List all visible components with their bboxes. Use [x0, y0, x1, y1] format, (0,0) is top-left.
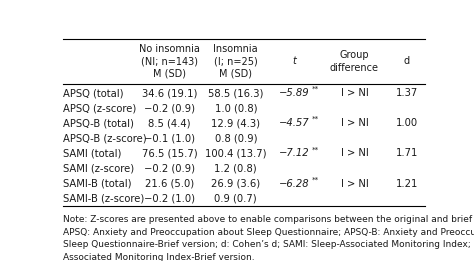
Text: Sleep Questionnaire-Brief version; d: Cohen’s d; SAMI: Sleep-Associated Monitori: Sleep Questionnaire-Brief version; d: Co… [63, 240, 474, 249]
Text: −0.2 (1.0): −0.2 (1.0) [144, 194, 195, 204]
Text: 1.37: 1.37 [395, 88, 418, 98]
Text: SAMI (total): SAMI (total) [63, 149, 121, 158]
Text: 8.5 (4.4): 8.5 (4.4) [148, 118, 191, 128]
Text: 1.71: 1.71 [395, 149, 418, 158]
Text: 1.21: 1.21 [395, 179, 418, 188]
Text: Associated Monitoring Index-Brief version.: Associated Monitoring Index-Brief versio… [63, 253, 255, 261]
Text: **: ** [312, 146, 319, 152]
Text: 100.4 (13.7): 100.4 (13.7) [205, 149, 266, 158]
Text: 21.6 (5.0): 21.6 (5.0) [145, 179, 194, 188]
Text: SAMI-B (z-score): SAMI-B (z-score) [63, 194, 144, 204]
Text: −0.2 (0.9): −0.2 (0.9) [144, 103, 195, 113]
Text: APSQ (total): APSQ (total) [63, 88, 123, 98]
Text: Note: Z-scores are presented above to enable comparisons between the original an: Note: Z-scores are presented above to en… [63, 215, 474, 224]
Text: 26.9 (3.6): 26.9 (3.6) [211, 179, 260, 188]
Text: t: t [292, 56, 296, 67]
Text: 1.2 (0.8): 1.2 (0.8) [215, 163, 257, 174]
Text: I > NI: I > NI [340, 118, 368, 128]
Text: 0.8 (0.9): 0.8 (0.9) [215, 133, 257, 143]
Text: **: ** [312, 86, 319, 92]
Text: APSQ-B (z-score): APSQ-B (z-score) [63, 133, 146, 143]
Text: SAMI-B (total): SAMI-B (total) [63, 179, 131, 188]
Text: 12.9 (4.3): 12.9 (4.3) [211, 118, 260, 128]
Text: I > NI: I > NI [340, 179, 368, 188]
Text: Group
difference: Group difference [330, 50, 379, 73]
Text: −0.1 (1.0): −0.1 (1.0) [144, 133, 195, 143]
Text: d: d [403, 56, 410, 67]
Text: 34.6 (19.1): 34.6 (19.1) [142, 88, 197, 98]
Text: −5.89: −5.89 [279, 88, 310, 98]
Text: −7.12: −7.12 [279, 149, 310, 158]
Text: 1.00: 1.00 [396, 118, 418, 128]
Text: SAMI (z-score): SAMI (z-score) [63, 163, 134, 174]
Text: **: ** [312, 116, 319, 122]
Text: APSQ: Anxiety and Preoccupation about Sleep Questionnaire; APSQ-B: Anxiety and P: APSQ: Anxiety and Preoccupation about Sl… [63, 228, 474, 237]
Text: −4.57: −4.57 [279, 118, 310, 128]
Text: −0.2 (0.9): −0.2 (0.9) [144, 163, 195, 174]
Text: I > NI: I > NI [340, 88, 368, 98]
Text: 0.9 (0.7): 0.9 (0.7) [215, 194, 257, 204]
Text: 76.5 (15.7): 76.5 (15.7) [142, 149, 197, 158]
Text: APSQ-B (total): APSQ-B (total) [63, 118, 134, 128]
Text: I > NI: I > NI [340, 149, 368, 158]
Text: 58.5 (16.3): 58.5 (16.3) [208, 88, 264, 98]
Text: −6.28: −6.28 [279, 179, 310, 188]
Text: **: ** [312, 176, 319, 182]
Text: APSQ (z-score): APSQ (z-score) [63, 103, 136, 113]
Text: 1.0 (0.8): 1.0 (0.8) [215, 103, 257, 113]
Text: Insomnia
(I; n=25)
M (SD): Insomnia (I; n=25) M (SD) [213, 44, 258, 79]
Text: No insomnia
(NI; n=143)
M (SD): No insomnia (NI; n=143) M (SD) [139, 44, 200, 79]
